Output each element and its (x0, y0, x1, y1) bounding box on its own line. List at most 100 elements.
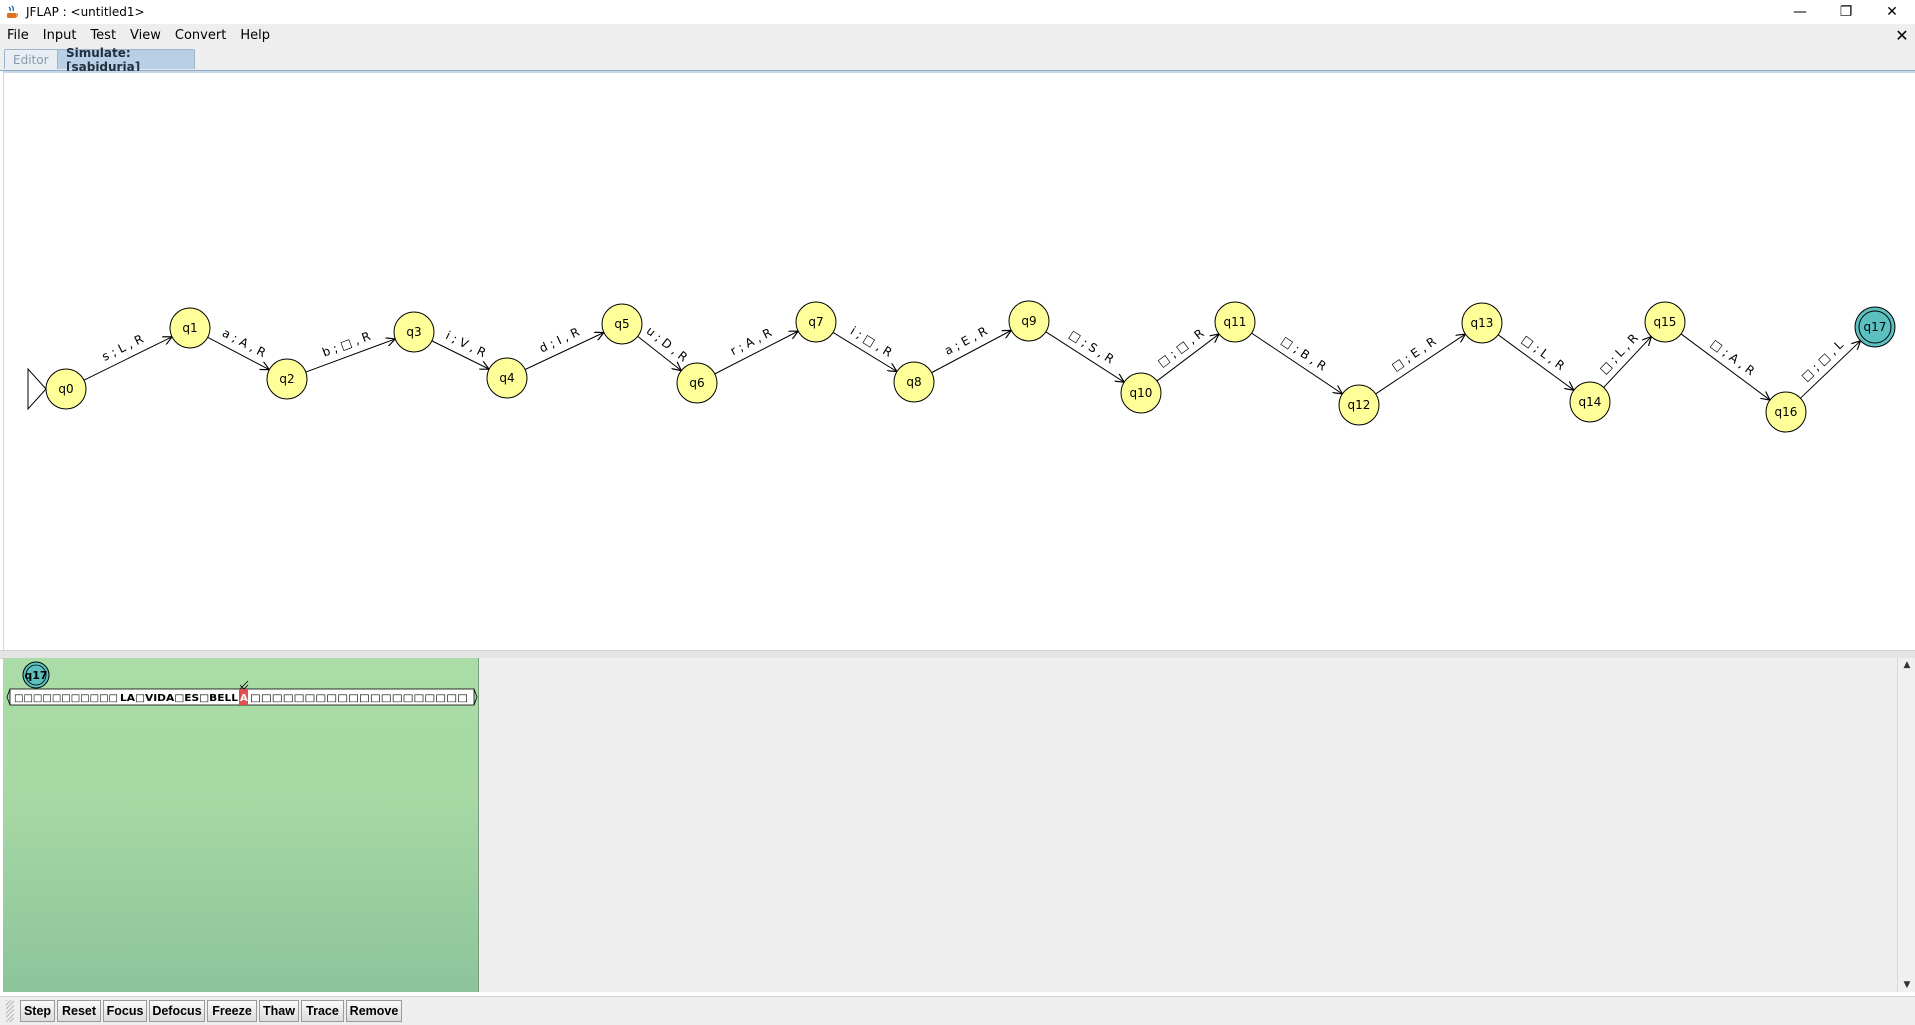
automaton-canvas[interactable]: s ; L , R a ; A , R b ; □ , R i ; V , R d ; … (3, 71, 1915, 651)
transition-arrow[interactable] (431, 340, 489, 369)
transition-arrow[interactable] (1375, 334, 1466, 395)
tape: □□□□□□□□□□□ LA□VIDA□ES□BELL A □□□□□□□□□□… (6, 680, 478, 706)
tape-head-marker (239, 680, 249, 690)
menu-input[interactable]: Input (42, 27, 77, 43)
transition-label[interactable]: d ; I , R (537, 325, 582, 356)
tab-editor[interactable]: Editor (4, 49, 60, 69)
transition-arrow[interactable] (524, 333, 604, 370)
state-q15[interactable]: q15 (1644, 301, 1686, 343)
state-label: q9 (1021, 314, 1036, 328)
transition-label[interactable]: u ; D , R (644, 324, 691, 365)
state-label: q7 (808, 315, 823, 329)
state-q1[interactable]: q1 (169, 307, 211, 349)
defocus-button[interactable]: Defocus (149, 1000, 205, 1022)
initial-state-marker (27, 367, 47, 411)
state-label: q6 (689, 376, 704, 390)
turing-machine-diagram[interactable]: s ; L , R a ; A , R b ; □ , R i ; V , R d ; … (4, 73, 1914, 649)
configuration-list-area (479, 658, 1897, 992)
maximize-button[interactable]: ❐ (1839, 4, 1853, 20)
state-label: q13 (1471, 316, 1494, 330)
remove-button[interactable]: Remove (346, 1000, 402, 1022)
menu-view[interactable]: View (130, 27, 161, 43)
trace-button[interactable]: Trace (301, 1000, 344, 1022)
state-q6[interactable]: q6 (676, 362, 718, 404)
configuration-view[interactable]: q17 □□□□□□□□□□□ LA□VIDA□ES□BELL A □□□□□□… (3, 658, 478, 992)
transition-label[interactable]: b ; □ , R (320, 329, 372, 360)
state-q8[interactable]: q8 (893, 361, 935, 403)
transition-arrow[interactable] (1800, 341, 1860, 399)
step-button[interactable]: Step (20, 1000, 55, 1022)
thaw-button[interactable]: Thaw (259, 1000, 299, 1022)
transition-arrow[interactable] (207, 336, 270, 369)
transition-label[interactable]: i ; V , R (443, 328, 488, 360)
state-q5[interactable]: q5 (601, 303, 643, 345)
tape-head-symbol: A (240, 693, 248, 704)
state-q14[interactable]: q14 (1569, 381, 1611, 423)
simulation-toolbar: Step Reset Focus Defocus Freeze Thaw Tra… (0, 996, 1915, 1025)
vertical-scrollbar[interactable]: ▲ ▼ (1897, 658, 1915, 992)
state-q11[interactable]: q11 (1214, 301, 1256, 343)
state-label: q8 (906, 375, 921, 389)
config-state: q17 (22, 661, 50, 689)
transition-label[interactable]: □ ; L , R (1519, 333, 1567, 374)
menu-test[interactable]: Test (90, 27, 117, 43)
menu-file[interactable]: File (7, 27, 29, 43)
window-controls: — ❐ ✕ (1777, 0, 1915, 24)
toolbar-grip[interactable] (6, 1000, 14, 1022)
freeze-button[interactable]: Freeze (207, 1000, 257, 1022)
transition-label[interactable]: □ ; S , R (1066, 327, 1116, 366)
transition-arrow[interactable] (83, 337, 172, 381)
state-q16[interactable]: q16 (1765, 391, 1807, 433)
state-label: q4 (499, 371, 514, 385)
scroll-up-icon[interactable]: ▲ (1903, 660, 1911, 670)
title-bar: JFLAP : <untitled1> — ❐ ✕ (0, 0, 1915, 24)
transition-arrow[interactable] (1156, 334, 1219, 382)
transition-label[interactable]: a ; A , R (220, 326, 268, 360)
menu-convert[interactable]: Convert (174, 27, 227, 43)
state-q2[interactable]: q2 (266, 358, 308, 400)
reset-button[interactable]: Reset (57, 1000, 101, 1022)
close-button[interactable]: ✕ (1886, 4, 1898, 20)
transition-arrow[interactable] (1045, 331, 1124, 382)
transition-arrow[interactable] (637, 335, 682, 370)
state-q3[interactable]: q3 (393, 311, 435, 353)
transition-label[interactable]: a ; E , R (942, 324, 990, 358)
transition-label[interactable]: i ; □ , R (848, 324, 895, 360)
transition-arrow[interactable] (1251, 332, 1343, 394)
transition-arrow[interactable] (1497, 334, 1574, 390)
tab-bar: Editor Simulate: [sabiduria] (0, 46, 1915, 74)
state-q17[interactable]: q17 (1854, 306, 1896, 348)
state-q4[interactable]: q4 (486, 357, 528, 399)
transition-label[interactable]: □ ; L , R (1597, 331, 1641, 377)
window-title: JFLAP : <untitled1> (26, 5, 145, 19)
state-label: q10 (1130, 386, 1153, 400)
transition-arrow[interactable] (832, 332, 897, 371)
state-q7[interactable]: q7 (795, 301, 837, 343)
state-q12[interactable]: q12 (1338, 384, 1380, 426)
transition-arrow[interactable] (714, 331, 798, 375)
transition-arrow[interactable] (931, 330, 1012, 374)
close-document-icon[interactable]: ✕ (1895, 25, 1909, 45)
transition-arrow[interactable] (1680, 333, 1770, 400)
focus-button[interactable]: Focus (103, 1000, 147, 1022)
state-label: q11 (1224, 315, 1247, 329)
transition-arrow[interactable] (305, 339, 395, 373)
state-q9[interactable]: q9 (1008, 300, 1050, 342)
state-label: q5 (614, 317, 629, 331)
scroll-down-icon[interactable]: ▼ (1903, 980, 1911, 990)
state-label: q3 (406, 325, 421, 339)
state-q13[interactable]: q13 (1461, 302, 1503, 344)
tab-simulate[interactable]: Simulate: [sabiduria] (57, 46, 195, 74)
menu-help[interactable]: Help (240, 27, 270, 43)
transition-label[interactable]: r ; A , R (728, 325, 774, 358)
java-app-icon (7, 5, 19, 18)
tape-head-cell (239, 689, 248, 705)
transition-label[interactable]: s ; L , R (100, 332, 146, 364)
config-state-label: q17 (24, 669, 47, 682)
transition-arrow[interactable] (1603, 337, 1652, 388)
state-label: q15 (1654, 315, 1677, 329)
state-q0[interactable]: q0 (45, 368, 87, 410)
state-q10[interactable]: q10 (1120, 372, 1162, 414)
tape-right: □□□□□□□□□□□□□□□□□□□□ (250, 693, 468, 704)
minimize-button[interactable]: — (1793, 4, 1807, 20)
